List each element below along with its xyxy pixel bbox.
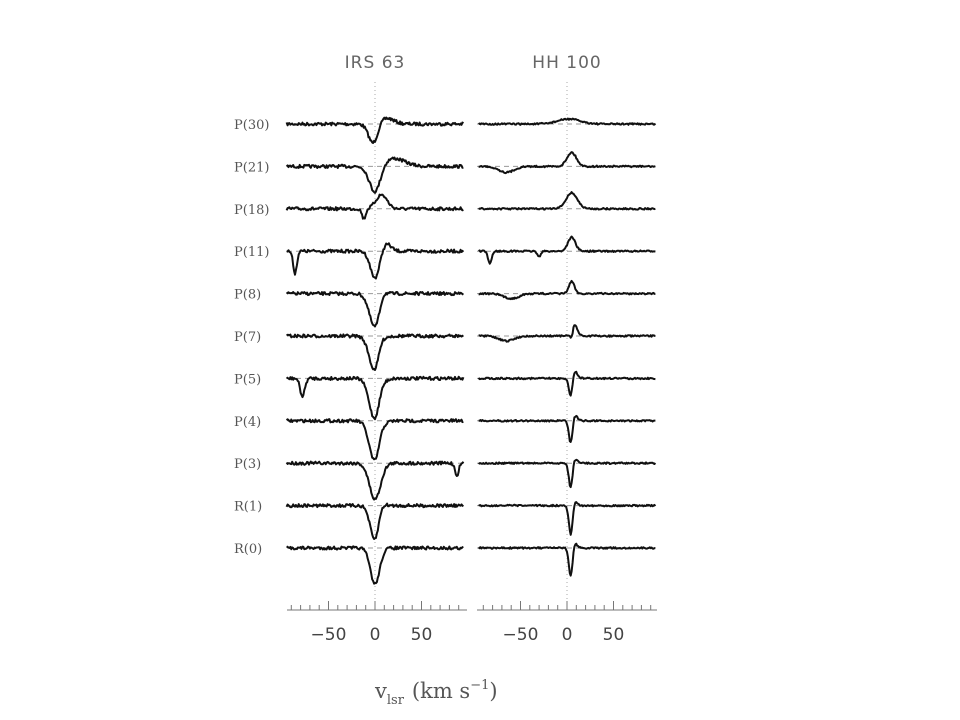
spectrum-line <box>285 418 464 461</box>
transition-label: P(21) <box>234 160 269 175</box>
spectrum-line <box>477 458 657 489</box>
spectrum-line <box>286 545 464 585</box>
spectrum-line <box>285 156 464 194</box>
x-tick-label: −50 <box>311 625 347 645</box>
spectrum-line <box>478 117 657 126</box>
transition-label: P(18) <box>234 203 269 218</box>
spectrum-line <box>285 502 464 540</box>
transition-label: P(5) <box>234 372 261 387</box>
spectrum-line <box>478 279 656 301</box>
transition-label: P(11) <box>234 245 269 260</box>
panel-title-irs63: IRS 63 <box>345 53 406 73</box>
x-axis-label: vlsr (km s−1) <box>374 678 498 708</box>
transition-label: P(4) <box>234 415 261 430</box>
spectrum-line <box>478 324 656 343</box>
x-tick-label: 50 <box>411 625 433 645</box>
transition-label: P(7) <box>234 330 261 345</box>
spectrum-line <box>478 151 656 175</box>
panel-title-hh100: HH 100 <box>532 53 601 73</box>
spectrum-line <box>478 235 656 265</box>
spectrum-line <box>477 370 656 397</box>
x-tick-label: 0 <box>370 625 381 645</box>
x-axes: −50 0 50 −50 0 50 <box>287 601 657 645</box>
x-tick-label: −50 <box>503 625 539 645</box>
spectrum-line <box>478 414 656 443</box>
transition-label: P(30) <box>234 118 269 133</box>
spectrum-line <box>478 501 657 536</box>
spectrum-rows: P(30) P(21) P(18) P(11) P(8) P(7) P(5) P(4) P(3)… <box>234 116 657 585</box>
x-tick-label: 50 <box>603 625 625 645</box>
transition-label: P(8) <box>234 288 261 303</box>
transition-label: R(0) <box>234 542 262 557</box>
spectrum-line <box>285 116 465 144</box>
spectrum-line <box>285 460 465 501</box>
spectrum-line <box>285 291 464 328</box>
spectrum-line <box>285 375 465 421</box>
spectrum-line <box>285 193 464 220</box>
spectrum-line <box>286 333 464 371</box>
spectrum-line <box>286 242 465 280</box>
transition-label: P(3) <box>234 457 261 472</box>
transition-label: R(1) <box>234 500 262 515</box>
spectrum-line <box>477 542 656 577</box>
x-tick-label: 0 <box>562 625 573 645</box>
spectrum-line <box>477 191 656 211</box>
